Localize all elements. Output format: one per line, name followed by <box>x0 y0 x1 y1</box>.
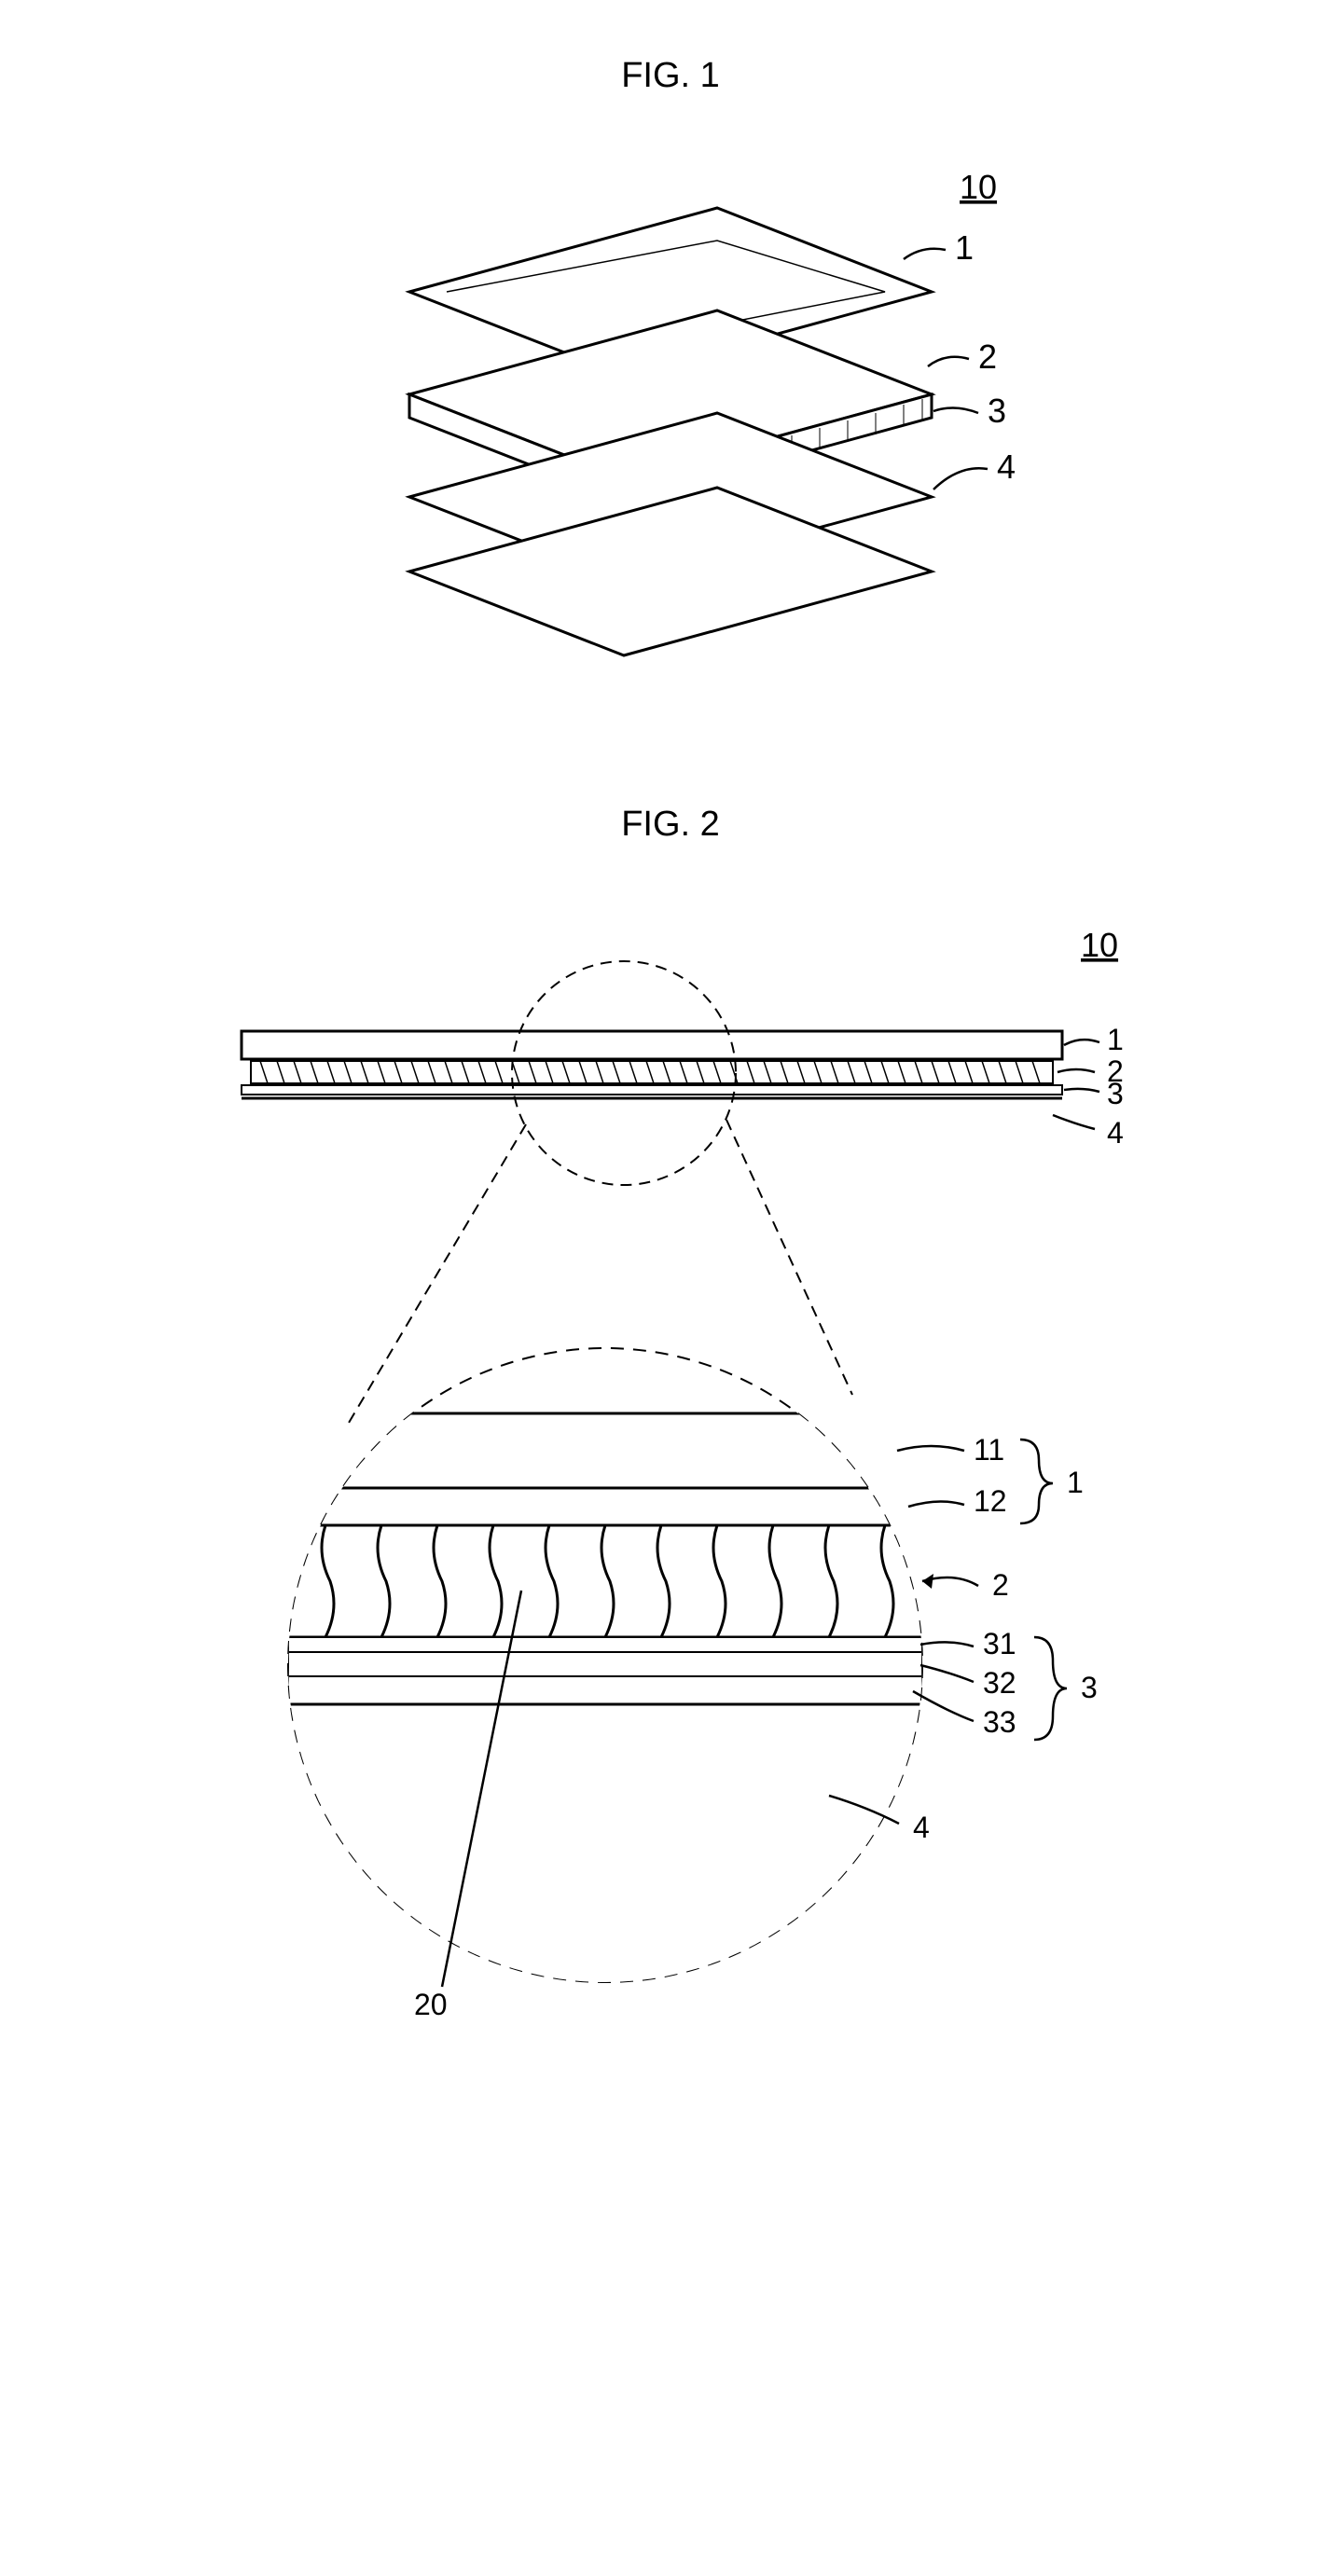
svg-text:20: 20 <box>414 1988 448 2019</box>
svg-text:3: 3 <box>1107 1077 1124 1110</box>
figure-1-svg: 10 1 <box>251 152 1090 711</box>
assembly-label: 10 <box>960 168 997 206</box>
svg-text:1: 1 <box>1067 1466 1084 1499</box>
svg-text:31: 31 <box>983 1627 1016 1660</box>
figure-1: FIG. 1 10 1 <box>0 56 1341 711</box>
projection-line-right <box>726 1120 852 1395</box>
detail-view: 11 12 1 2 31 32 33 3 4 20 <box>288 1348 1098 2019</box>
svg-text:32: 32 <box>983 1666 1016 1700</box>
figure-2-svg: 10 <box>158 901 1183 2019</box>
svg-text:2: 2 <box>992 1568 1009 1602</box>
svg-text:11: 11 <box>974 1433 1004 1467</box>
layer-4-label: 4 <box>997 448 1016 486</box>
svg-text:12: 12 <box>974 1484 1007 1518</box>
svg-text:4: 4 <box>1107 1116 1124 1150</box>
figure-2-title: FIG. 2 <box>621 805 720 845</box>
svg-text:4: 4 <box>913 1811 930 1844</box>
layer-3-label: 3 <box>988 392 1006 430</box>
figure-2: FIG. 2 10 <box>0 805 1341 2019</box>
layer-2-label: 2 <box>978 337 997 376</box>
layer-1-label: 1 <box>955 228 974 267</box>
cross-section: 1 2 3 4 <box>242 1023 1124 1150</box>
assembly-label-2: 10 <box>1081 926 1118 964</box>
svg-text:33: 33 <box>983 1705 1016 1739</box>
svg-text:3: 3 <box>1081 1671 1098 1704</box>
svg-text:1: 1 <box>1107 1023 1124 1056</box>
figure-1-title: FIG. 1 <box>621 56 720 96</box>
